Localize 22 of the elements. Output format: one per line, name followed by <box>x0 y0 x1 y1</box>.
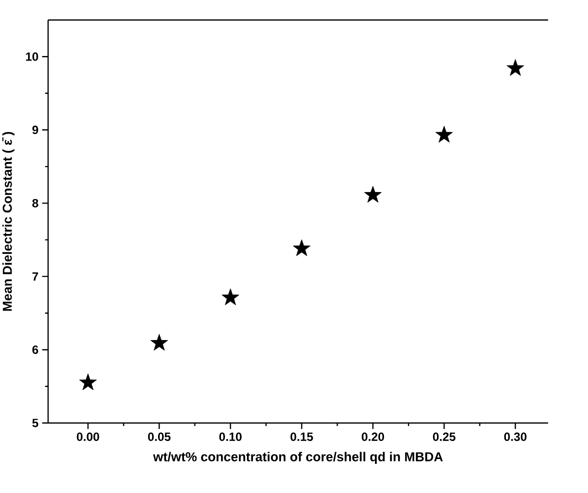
point <box>364 186 382 203</box>
x-tick-label: 0.20 <box>362 432 384 441</box>
y-tick-label: 8 <box>32 198 38 208</box>
point <box>435 126 453 143</box>
y-tick-label: 5 <box>32 418 38 428</box>
y-tick-label: 7 <box>32 272 38 281</box>
point <box>222 288 240 306</box>
y-axis-title: Mean Dielectric Constant ( ε̄ ) <box>2 132 14 311</box>
x-tick-label: 0.30 <box>504 432 526 442</box>
y-tick-label: 9 <box>32 126 38 134</box>
x-tick-label: 0.00 <box>76 432 100 441</box>
point <box>506 59 524 76</box>
x-tick-label: 0.10 <box>219 432 242 441</box>
y-tick-label: 6 <box>32 345 38 354</box>
point <box>79 374 97 390</box>
x-tick-label: 0.15 <box>290 432 313 441</box>
x-axis-title: wt/wt% concentration of core/shell qd in MBDA <box>153 452 443 464</box>
point <box>150 334 168 351</box>
x-tick-label: 0.25 <box>432 432 456 441</box>
y-tick-label: 10 <box>26 52 38 61</box>
point <box>292 239 310 256</box>
x-tick-label: 0.05 <box>148 432 171 441</box>
